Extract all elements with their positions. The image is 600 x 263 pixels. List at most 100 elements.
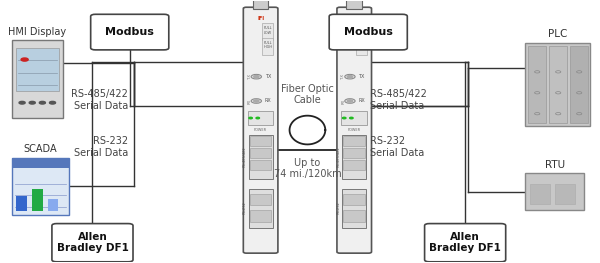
- Text: RX: RX: [248, 98, 252, 104]
- Text: RS-485/422
Serial Data: RS-485/422 Serial Data: [71, 89, 128, 111]
- Bar: [250, 160, 271, 170]
- Circle shape: [19, 102, 25, 104]
- Text: PULL
LOW: PULL LOW: [263, 26, 272, 35]
- Bar: [32, 189, 43, 211]
- Text: TX: TX: [265, 74, 271, 79]
- Text: RX: RX: [265, 99, 271, 104]
- Bar: [248, 111, 274, 125]
- Bar: [248, 55, 251, 60]
- Circle shape: [350, 117, 353, 119]
- Bar: [341, 45, 345, 50]
- Bar: [248, 35, 251, 41]
- Bar: [343, 194, 365, 205]
- Text: IFI: IFI: [257, 16, 264, 21]
- Bar: [262, 38, 274, 55]
- Text: Allen
Bradley DF1: Allen Bradley DF1: [429, 232, 501, 254]
- Text: RS-485/422: RS-485/422: [337, 147, 340, 167]
- Text: RTU: RTU: [545, 160, 565, 170]
- Bar: [528, 46, 547, 123]
- FancyBboxPatch shape: [329, 14, 407, 50]
- Circle shape: [29, 102, 35, 104]
- Bar: [250, 194, 271, 205]
- Circle shape: [251, 74, 262, 79]
- Bar: [525, 173, 584, 210]
- Text: RX: RX: [358, 99, 365, 104]
- Text: RS-232
Serial Data: RS-232 Serial Data: [370, 136, 424, 158]
- Bar: [341, 26, 345, 31]
- Circle shape: [251, 99, 262, 103]
- Circle shape: [347, 75, 353, 78]
- Bar: [341, 111, 367, 125]
- Text: Allen
Bradley DF1: Allen Bradley DF1: [56, 232, 128, 254]
- Bar: [525, 43, 590, 126]
- Circle shape: [49, 102, 56, 104]
- Bar: [346, 0, 362, 8]
- Bar: [341, 55, 345, 60]
- Circle shape: [249, 117, 253, 119]
- Bar: [554, 184, 575, 205]
- FancyBboxPatch shape: [91, 14, 169, 50]
- Text: TX: TX: [341, 74, 346, 79]
- Bar: [341, 35, 345, 41]
- Bar: [356, 38, 367, 55]
- Bar: [250, 136, 271, 145]
- FancyBboxPatch shape: [248, 135, 272, 179]
- Text: Modbus: Modbus: [105, 27, 154, 37]
- Bar: [16, 48, 59, 91]
- Text: RX: RX: [341, 98, 346, 104]
- Text: RS-232
Serial Data: RS-232 Serial Data: [74, 136, 128, 158]
- Bar: [530, 184, 550, 205]
- Circle shape: [256, 117, 259, 119]
- Bar: [343, 136, 365, 145]
- Text: PULL
HIGH: PULL HIGH: [357, 41, 366, 49]
- Bar: [253, 0, 268, 8]
- FancyBboxPatch shape: [342, 189, 366, 227]
- Bar: [343, 148, 365, 158]
- Circle shape: [254, 75, 259, 78]
- Bar: [250, 210, 271, 222]
- Text: PULL
HIGH: PULL HIGH: [263, 41, 272, 49]
- Text: IFI: IFI: [350, 16, 358, 21]
- Text: RS-232: RS-232: [337, 202, 340, 214]
- Text: PULL
LOW: PULL LOW: [357, 26, 365, 35]
- Bar: [343, 210, 365, 222]
- Bar: [12, 158, 68, 215]
- Circle shape: [345, 99, 355, 103]
- Bar: [12, 40, 62, 118]
- Bar: [248, 26, 251, 31]
- FancyBboxPatch shape: [244, 7, 278, 253]
- Bar: [262, 23, 274, 40]
- Text: SCADA: SCADA: [23, 144, 57, 154]
- Bar: [250, 148, 271, 158]
- Bar: [356, 23, 367, 40]
- Text: HMI Display: HMI Display: [8, 27, 67, 37]
- Circle shape: [254, 100, 259, 102]
- Text: Modbus: Modbus: [344, 27, 392, 37]
- Bar: [48, 199, 58, 211]
- Bar: [16, 196, 26, 211]
- Text: Up to
74 mi./120km: Up to 74 mi./120km: [274, 158, 341, 179]
- Text: TX: TX: [248, 74, 252, 79]
- Circle shape: [343, 117, 346, 119]
- Bar: [12, 158, 68, 168]
- Text: RS-485/422: RS-485/422: [243, 147, 247, 167]
- Text: TX: TX: [358, 74, 365, 79]
- Text: POWER: POWER: [347, 128, 361, 132]
- Circle shape: [347, 100, 353, 102]
- FancyBboxPatch shape: [337, 7, 371, 253]
- FancyBboxPatch shape: [248, 189, 272, 227]
- Circle shape: [21, 58, 28, 61]
- Bar: [570, 46, 589, 123]
- Text: Fiber Optic
Cable: Fiber Optic Cable: [281, 84, 334, 105]
- Bar: [343, 160, 365, 170]
- FancyBboxPatch shape: [342, 135, 366, 179]
- Bar: [549, 46, 568, 123]
- Text: RS-485/422
Serial Data: RS-485/422 Serial Data: [370, 89, 427, 111]
- Circle shape: [345, 74, 355, 79]
- Text: PLC: PLC: [548, 29, 567, 39]
- Text: RS-232: RS-232: [243, 202, 247, 214]
- Text: POWER: POWER: [254, 128, 267, 132]
- FancyBboxPatch shape: [425, 224, 506, 262]
- FancyBboxPatch shape: [52, 224, 133, 262]
- Bar: [248, 45, 251, 50]
